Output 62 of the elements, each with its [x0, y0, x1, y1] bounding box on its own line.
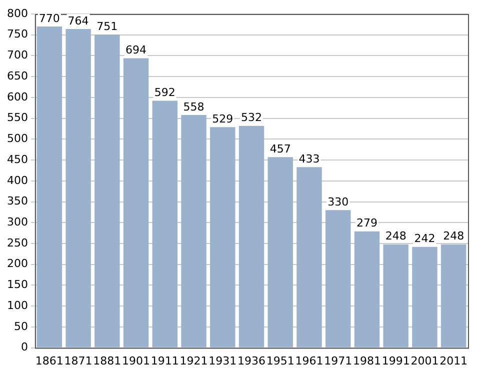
x-tick-label: 1991 — [382, 354, 410, 368]
bar — [36, 26, 62, 348]
data-label: 330 — [328, 195, 349, 208]
y-tick-label: 500 — [6, 132, 28, 146]
data-label: 248 — [385, 230, 406, 243]
data-label: 248 — [443, 230, 464, 243]
data-label: 457 — [270, 142, 291, 156]
data-label: 751 — [96, 20, 118, 33]
y-tick-label: 50 — [14, 320, 28, 333]
y-tick-label: 250 — [6, 236, 28, 250]
x-tick-label: 1901 — [122, 354, 150, 368]
y-tick-label: 700 — [6, 48, 28, 62]
y-tick-label: 150 — [6, 278, 28, 292]
x-tick-label: 1921 — [180, 354, 208, 368]
bar — [238, 126, 264, 348]
data-label: 592 — [154, 86, 176, 100]
data-label: 433 — [298, 152, 320, 166]
data-label: 532 — [241, 111, 262, 124]
bar — [94, 34, 120, 348]
bar — [181, 114, 206, 348]
x-tick-label: 1871 — [64, 354, 92, 368]
x-tick-label: 1951 — [266, 354, 294, 368]
x-tick-label: 1981 — [352, 354, 381, 368]
x-tick-label: 1861 — [35, 354, 64, 368]
y-tick-label: 400 — [6, 174, 28, 187]
y-tick-label: 0 — [20, 340, 28, 354]
data-label: 242 — [414, 232, 436, 246]
bar — [268, 157, 293, 348]
data-label: 279 — [356, 216, 378, 230]
data-label: 764 — [68, 14, 89, 28]
y-tick-label: 800 — [6, 6, 28, 20]
bar — [325, 210, 351, 348]
bar — [152, 100, 178, 348]
bar — [412, 246, 438, 348]
bar — [440, 244, 466, 348]
y-tick-label: 750 — [6, 28, 28, 41]
data-label: 694 — [126, 44, 147, 57]
bar — [210, 127, 236, 348]
x-tick-label: 1936 — [238, 354, 266, 368]
y-tick-label: 350 — [6, 194, 28, 208]
x-tick-label: 1971 — [324, 354, 352, 368]
x-tick-label: 2011 — [440, 354, 468, 368]
x-tick-label: 1961 — [295, 354, 324, 368]
y-tick-label: 550 — [6, 111, 28, 124]
x-tick-label: 2001 — [410, 354, 439, 368]
bar — [123, 58, 149, 348]
x-tick-label: 1911 — [150, 354, 179, 368]
y-tick-label: 300 — [6, 215, 28, 228]
y-tick-label: 650 — [6, 69, 28, 82]
bar — [354, 231, 380, 348]
bar — [383, 244, 408, 348]
y-tick-label: 100 — [6, 298, 28, 312]
bar — [66, 29, 91, 348]
y-tick-label: 600 — [6, 90, 28, 104]
x-tick-label: 1931 — [208, 354, 237, 368]
y-tick-label: 450 — [6, 152, 28, 166]
data-label: 529 — [212, 112, 234, 126]
bar — [296, 167, 322, 348]
data-label: 558 — [183, 100, 204, 114]
y-tick-label: 200 — [6, 257, 28, 270]
x-tick-label: 1881 — [93, 354, 122, 368]
data-label: 770 — [38, 12, 60, 25]
